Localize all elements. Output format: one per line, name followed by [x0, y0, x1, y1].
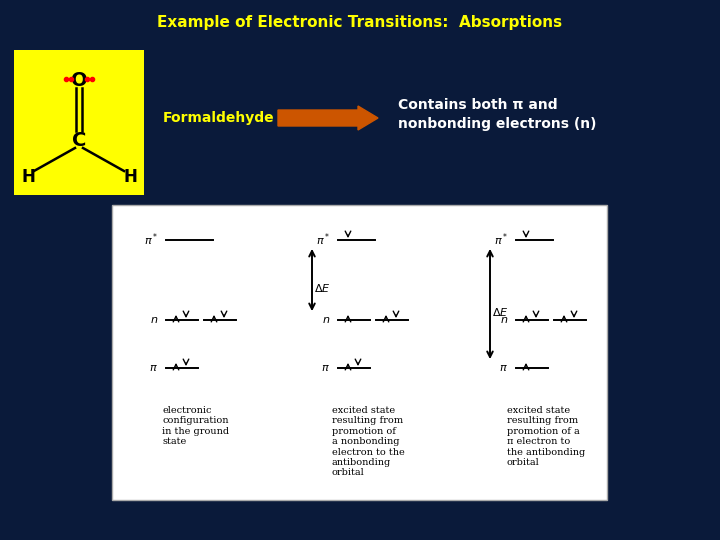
Text: $\pi$: $\pi$ — [321, 363, 330, 373]
Text: $n$: $n$ — [322, 315, 330, 325]
Text: O: O — [71, 71, 87, 90]
Text: excited state
resulting from
promotion of a
π electron to
the antibonding
orbita: excited state resulting from promotion o… — [507, 406, 585, 467]
Text: Formaldehyde: Formaldehyde — [163, 111, 274, 125]
Text: $\Delta E$: $\Delta E$ — [314, 282, 330, 294]
Text: nonbonding electrons (n): nonbonding electrons (n) — [398, 117, 596, 131]
FancyArrow shape — [278, 106, 378, 130]
Bar — [14, 50, 144, 195]
Text: $n$: $n$ — [150, 315, 158, 325]
Text: Example of Electronic Transitions:  Absorptions: Example of Electronic Transitions: Absor… — [158, 15, 562, 30]
Text: $n$: $n$ — [500, 315, 508, 325]
Text: C: C — [72, 131, 86, 150]
Text: H: H — [21, 168, 35, 186]
Text: Contains both π and: Contains both π and — [398, 98, 557, 112]
Text: $\pi$: $\pi$ — [149, 363, 158, 373]
Text: $\pi$: $\pi$ — [499, 363, 508, 373]
Text: excited state
resulting from
promotion of
a nonbonding
electron to the
antibondi: excited state resulting from promotion o… — [332, 406, 405, 477]
Text: electronic
configuration
in the ground
state: electronic configuration in the ground s… — [163, 406, 230, 446]
Text: $\pi^*$: $\pi^*$ — [144, 232, 158, 248]
Bar — [112, 205, 607, 500]
Text: $\pi^*$: $\pi^*$ — [315, 232, 330, 248]
Text: H: H — [123, 168, 137, 186]
Text: $\pi^*$: $\pi^*$ — [494, 232, 508, 248]
Text: $\Delta E$: $\Delta E$ — [492, 306, 508, 318]
